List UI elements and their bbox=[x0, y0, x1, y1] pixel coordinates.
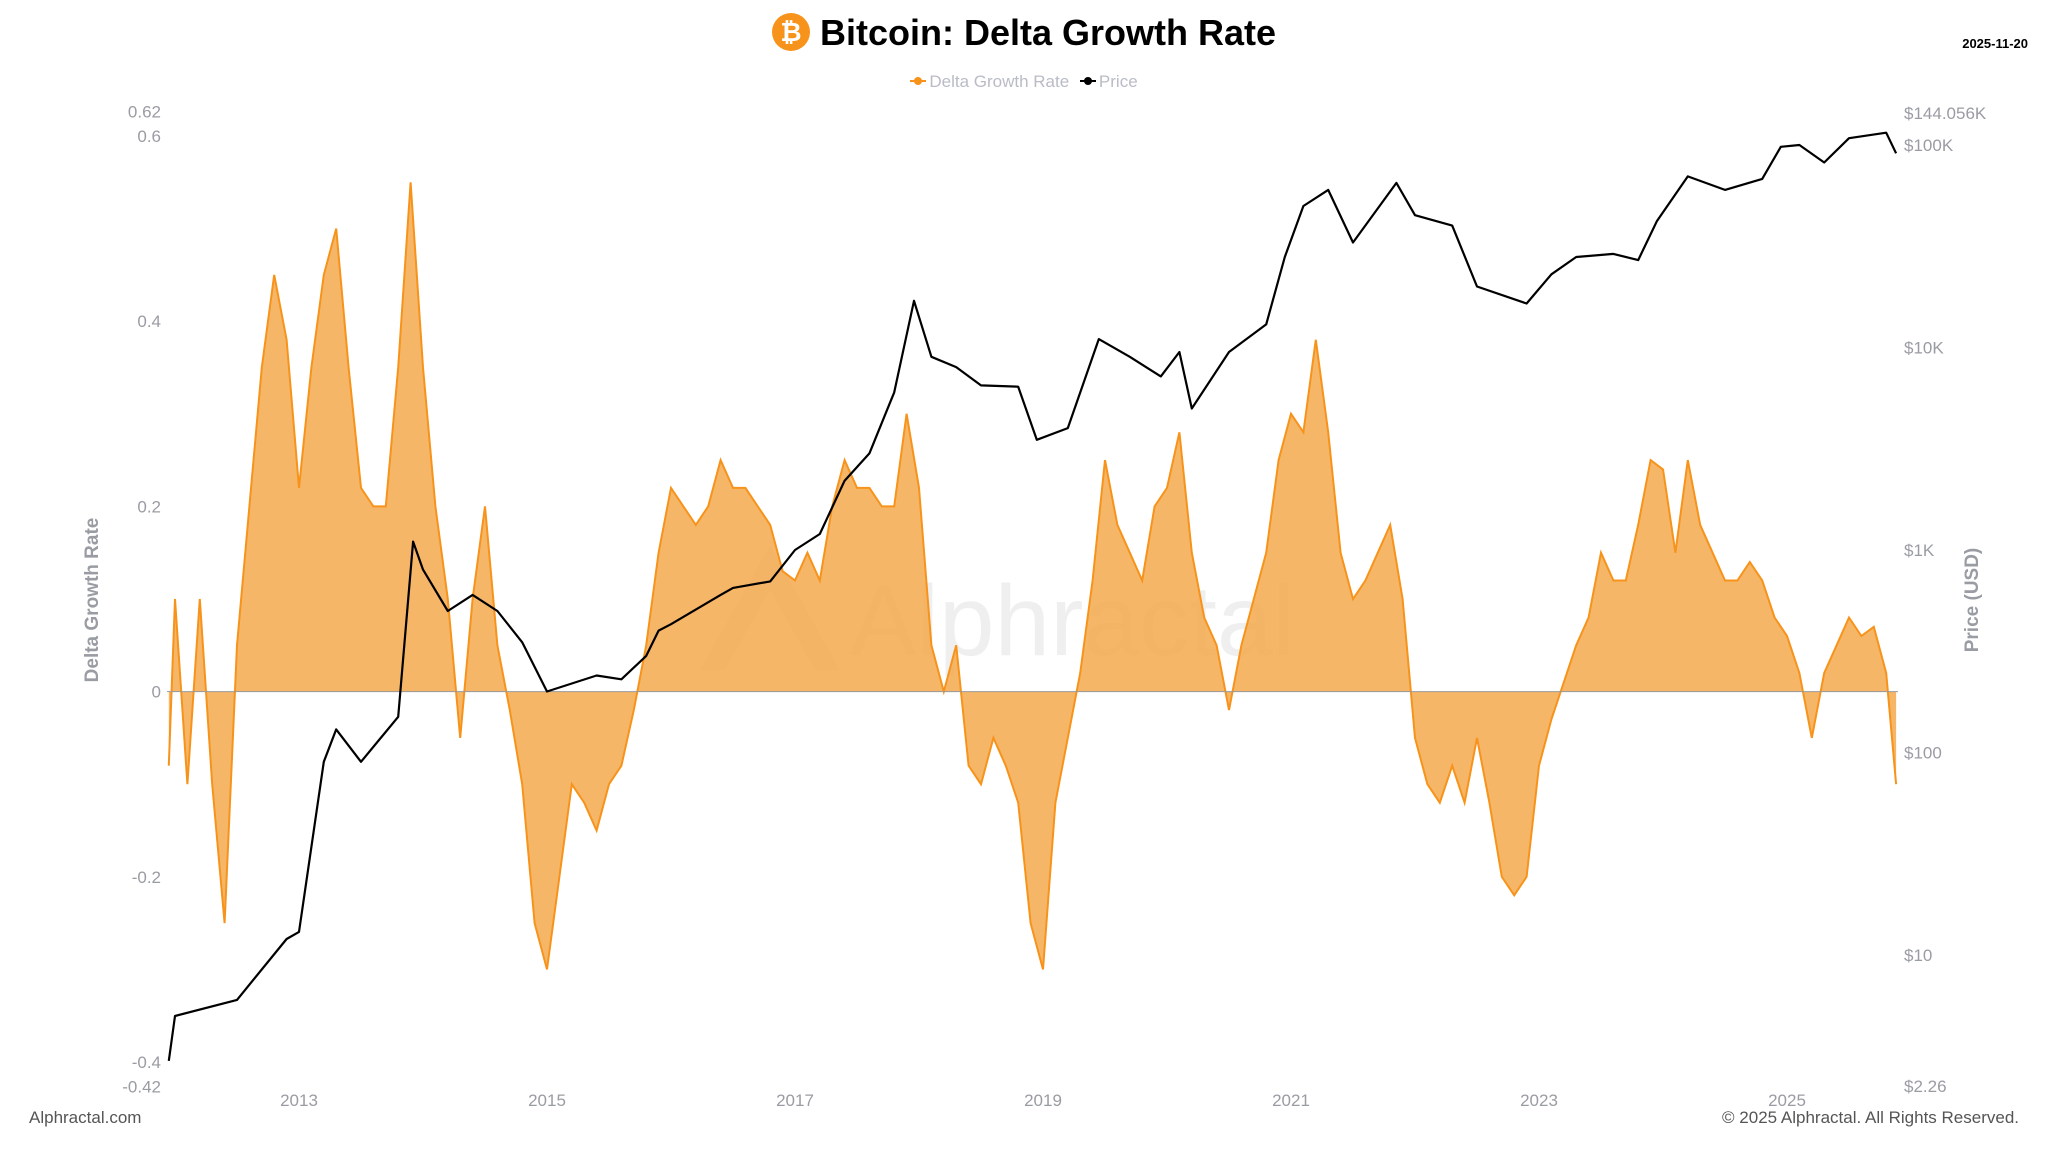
chart-title: ₿ Bitcoin: Delta Growth Rate bbox=[0, 12, 2048, 54]
y-right-tick-label: $10 bbox=[1904, 946, 1932, 965]
x-tick-label: 2015 bbox=[528, 1091, 566, 1110]
x-tick-label: 2023 bbox=[1520, 1091, 1558, 1110]
y-axis-left-title: Delta Growth Rate bbox=[82, 518, 103, 683]
x-tick-label: 2013 bbox=[280, 1091, 318, 1110]
y-left-tick-label: 0.6 bbox=[137, 127, 161, 146]
legend-marker-black-icon bbox=[1079, 77, 1096, 85]
x-tick-label: 2019 bbox=[1024, 1091, 1062, 1110]
legend-label: Price bbox=[1098, 72, 1138, 91]
y-left-tick-label: 0.2 bbox=[137, 497, 161, 516]
legend-item-price[interactable]: Price bbox=[1079, 72, 1138, 91]
y-left-tick-label: -0.42 bbox=[122, 1078, 161, 1097]
y-right-tick-label: $144.056K bbox=[1904, 104, 1987, 123]
y-right-tick-label: $100 bbox=[1904, 744, 1942, 763]
legend-item-delta-growth-rate[interactable]: Delta Growth Rate bbox=[910, 72, 1069, 91]
y-left-tick-label: 0 bbox=[152, 683, 161, 702]
y-right-tick-label: $2.26 bbox=[1904, 1077, 1947, 1096]
legend-label: Delta Growth Rate bbox=[929, 72, 1070, 91]
date-stamp: 2025-11-20 bbox=[1962, 36, 2028, 51]
y-left-tick-label: 0.62 bbox=[128, 102, 161, 121]
footer-site[interactable]: Alphractal.com bbox=[29, 1108, 142, 1127]
footer-copyright: © 2025 Alphractal. All Rights Reserved. bbox=[1722, 1108, 2019, 1127]
x-tick-label: 2025 bbox=[1768, 1091, 1806, 1110]
x-tick-label: 2021 bbox=[1272, 1091, 1310, 1110]
y-axis-right-title: Price (USD) bbox=[1962, 548, 1983, 653]
y-left-tick-label: -0.4 bbox=[132, 1053, 161, 1072]
x-tick-label: 2017 bbox=[776, 1091, 814, 1110]
legend-marker-orange-icon bbox=[910, 77, 927, 85]
y-right-tick-label: $1K bbox=[1904, 541, 1935, 560]
delta-growth-rate-area bbox=[168, 182, 1897, 970]
chart-title-text: Bitcoin: Delta Growth Rate bbox=[819, 12, 1277, 53]
y-right-tick-label: $10K bbox=[1904, 339, 1944, 358]
legend: Delta Growth Rate Price bbox=[0, 72, 2048, 92]
y-left-tick-label: 0.4 bbox=[137, 312, 161, 331]
y-left-tick-label: -0.2 bbox=[132, 868, 161, 887]
y-right-tick-label: $100K bbox=[1904, 136, 1954, 155]
price-line bbox=[167, 131, 1898, 1062]
delta-growth-rate-line bbox=[167, 182, 1898, 970]
bitcoin-icon: ₿ bbox=[771, 13, 810, 51]
